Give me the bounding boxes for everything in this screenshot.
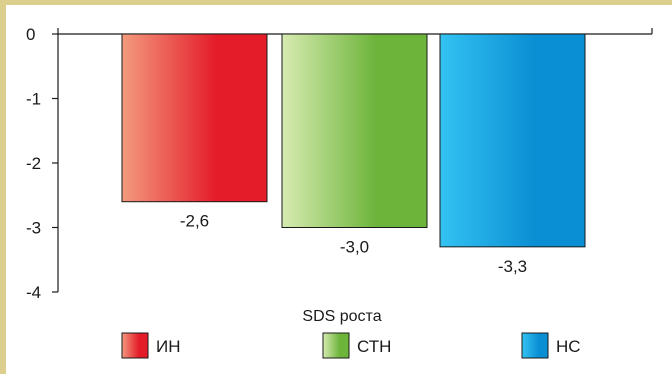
y-tick-label: -3 <box>26 219 41 238</box>
legend-swatch-1 <box>122 333 148 358</box>
y-tick-label: -1 <box>26 90 41 109</box>
y-tick-label: -4 <box>26 283 41 302</box>
legend-swatch-3 <box>522 333 548 358</box>
data-label-2: -3,0 <box>340 238 369 257</box>
data-label-3: -3,3 <box>498 257 527 276</box>
legend-swatch-2 <box>323 333 349 358</box>
data-label-1: -2,6 <box>180 212 209 231</box>
legend-label-2: СТН <box>357 337 391 356</box>
bar-2 <box>282 34 427 228</box>
bar-1 <box>122 34 267 202</box>
y-tick-label: -2 <box>26 154 41 173</box>
legend-label-3: НС <box>556 337 581 356</box>
y-tick-label: 0 <box>26 25 35 44</box>
bar-3 <box>440 34 585 247</box>
x-axis-title: SDS роста <box>302 308 381 325</box>
legend: ИН СТН НС <box>122 333 581 358</box>
legend-label-1: ИН <box>156 337 181 356</box>
